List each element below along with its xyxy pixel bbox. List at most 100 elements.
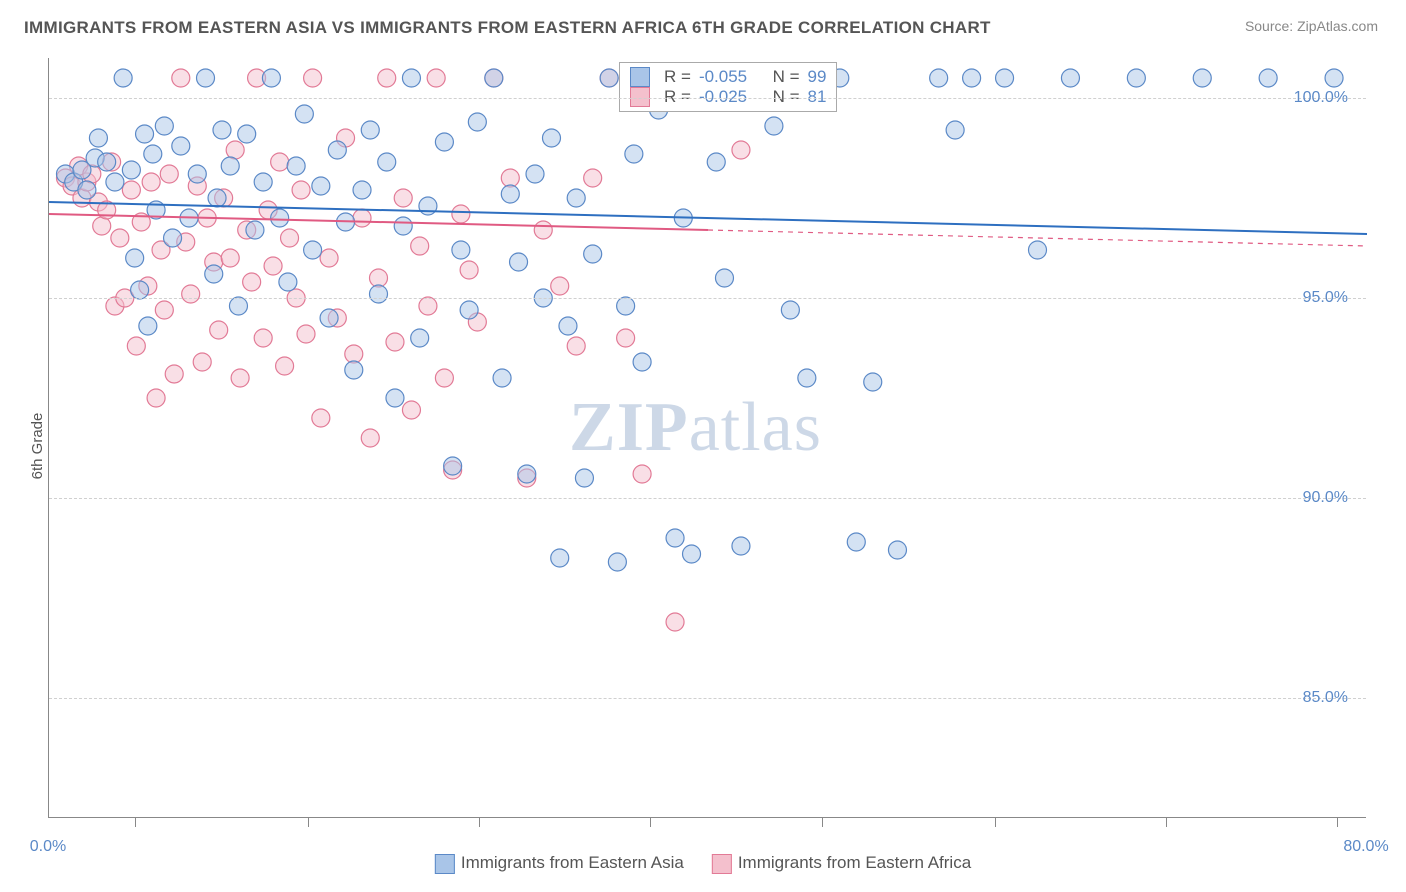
scatter-point: [297, 325, 315, 343]
y-tick-label: 85.0%: [1303, 689, 1348, 707]
scatter-point: [847, 533, 865, 551]
scatter-point: [287, 157, 305, 175]
legend-item: Immigrants from Eastern Asia: [435, 853, 684, 874]
plot-area: ZIPatlas R = -0.055 N = 99R = -0.025 N =…: [48, 58, 1366, 818]
scatter-point: [221, 249, 239, 267]
scatter-point: [460, 301, 478, 319]
scatter-point: [386, 333, 404, 351]
stats-legend-box: R = -0.055 N = 99R = -0.025 N = 81: [619, 62, 837, 112]
legend-swatch: [630, 67, 650, 87]
scatter-point: [210, 321, 228, 339]
scatter-point: [127, 337, 145, 355]
scatter-point: [402, 69, 420, 87]
scatter-point: [633, 353, 651, 371]
scatter-point: [732, 537, 750, 555]
scatter-point: [93, 217, 111, 235]
scatter-point: [312, 177, 330, 195]
scatter-point: [518, 465, 536, 483]
scatter-point: [126, 249, 144, 267]
scatter-point: [122, 181, 140, 199]
scatter-point: [732, 141, 750, 159]
scatter-point: [279, 273, 297, 291]
scatter-point: [386, 389, 404, 407]
scatter-point: [864, 373, 882, 391]
scatter-point: [435, 369, 453, 387]
y-axis-label: 6th Grade: [29, 413, 46, 480]
scatter-point: [707, 153, 725, 171]
scatter-point: [122, 161, 140, 179]
stats-row: R = -0.025 N = 81: [630, 87, 826, 107]
scatter-point: [361, 429, 379, 447]
scatter-point: [567, 337, 585, 355]
scatter-point: [608, 553, 626, 571]
scatter-point: [567, 189, 585, 207]
scatter-point: [930, 69, 948, 87]
scatter-point: [312, 409, 330, 427]
scatter-point: [617, 297, 635, 315]
x-tick-label: 80.0%: [1343, 838, 1388, 856]
x-tick-mark: [479, 817, 480, 827]
scatter-point: [295, 105, 313, 123]
x-tick-mark: [1166, 817, 1167, 827]
scatter-point: [89, 129, 107, 147]
scatter-point: [534, 221, 552, 239]
scatter-point: [193, 353, 211, 371]
legend-swatch: [630, 87, 650, 107]
scatter-point: [264, 257, 282, 275]
scatter-point: [213, 121, 231, 139]
gridline: [49, 498, 1366, 499]
scatter-point: [781, 301, 799, 319]
legend-swatch: [435, 854, 455, 874]
scatter-point: [1061, 69, 1079, 87]
scatter-point: [172, 69, 190, 87]
legend-label: Immigrants from Eastern Africa: [738, 853, 971, 872]
scatter-point: [281, 229, 299, 247]
scatter-point: [164, 229, 182, 247]
scatter-point: [946, 121, 964, 139]
scatter-point: [419, 297, 437, 315]
scatter-point: [460, 261, 478, 279]
scatter-point: [551, 277, 569, 295]
scatter-point: [114, 69, 132, 87]
scatter-point: [147, 389, 165, 407]
legend-item: Immigrants from Eastern Africa: [712, 853, 971, 874]
scatter-point: [625, 145, 643, 163]
scatter-point: [411, 329, 429, 347]
scatter-point: [254, 173, 272, 191]
scatter-point: [888, 541, 906, 559]
scatter-point: [575, 469, 593, 487]
x-tick-mark: [995, 817, 996, 827]
scatter-point: [155, 301, 173, 319]
scatter-point: [394, 217, 412, 235]
scatter-point: [320, 249, 338, 267]
scatter-point: [111, 229, 129, 247]
scatter-point: [205, 265, 223, 283]
scatter-point: [996, 69, 1014, 87]
scatter-point: [136, 125, 154, 143]
scatter-point: [304, 69, 322, 87]
gridline: [49, 698, 1366, 699]
scatter-point: [142, 173, 160, 191]
scatter-point: [1259, 69, 1277, 87]
plot-svg: [49, 58, 1366, 817]
scatter-point: [144, 145, 162, 163]
scatter-point: [370, 269, 388, 287]
scatter-point: [1029, 241, 1047, 259]
scatter-point: [246, 221, 264, 239]
scatter-point: [633, 465, 651, 483]
scatter-point: [155, 117, 173, 135]
scatter-point: [501, 169, 519, 187]
bottom-legend: Immigrants from Eastern Asia Immigrants f…: [435, 853, 971, 874]
scatter-point: [221, 157, 239, 175]
scatter-point: [131, 281, 149, 299]
scatter-point: [485, 69, 503, 87]
legend-label: Immigrants from Eastern Asia: [461, 853, 684, 872]
scatter-point: [378, 69, 396, 87]
scatter-point: [345, 361, 363, 379]
scatter-point: [254, 329, 272, 347]
scatter-point: [292, 181, 310, 199]
scatter-point: [304, 241, 322, 259]
scatter-point: [361, 121, 379, 139]
scatter-point: [345, 345, 363, 363]
scatter-point: [98, 153, 116, 171]
